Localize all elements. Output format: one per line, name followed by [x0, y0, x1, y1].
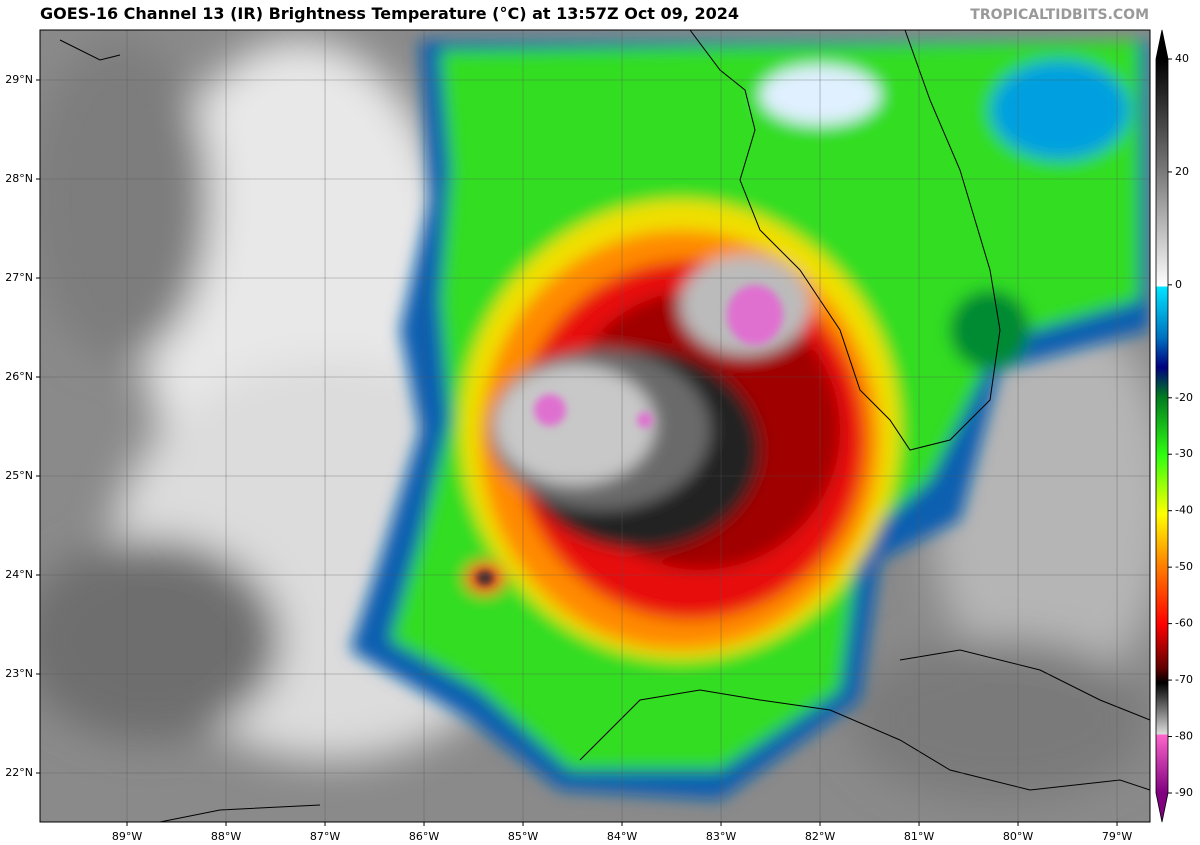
- x-tick-label: 86°W: [409, 830, 439, 843]
- colorbar-tick-label: -50: [1175, 560, 1193, 573]
- colorbar-gradient: [1156, 59, 1168, 793]
- x-tick-label: 79°W: [1102, 830, 1132, 843]
- y-tick-label: 29°N: [5, 73, 33, 86]
- y-tick-label: 25°N: [5, 469, 33, 482]
- watermark: TROPICALTIDBITS.COM: [970, 7, 1149, 23]
- colorbar-extend-top: [1156, 30, 1168, 59]
- x-tick-label: 87°W: [310, 830, 340, 843]
- y-tick-label: 26°N: [5, 370, 33, 383]
- colorbar-extend-bottom: [1156, 793, 1168, 822]
- x-tick-label: 88°W: [211, 830, 241, 843]
- x-tick-label: 81°W: [904, 830, 934, 843]
- y-tick-label: 28°N: [5, 172, 33, 185]
- colorbar-tick-label: -70: [1175, 673, 1193, 686]
- colorbar-tick-label: -40: [1175, 504, 1193, 517]
- y-tick-label: 22°N: [5, 766, 33, 779]
- title: GOES-16 Channel 13 (IR) Brightness Tempe…: [40, 4, 739, 23]
- y-tick-label: 27°N: [5, 271, 33, 284]
- x-tick-label: 85°W: [508, 830, 538, 843]
- colorbar-tick-label: 20: [1175, 165, 1189, 178]
- colorbar-tick-label: 40: [1175, 52, 1189, 65]
- y-tick-label: 23°N: [5, 667, 33, 680]
- x-tick-label: 82°W: [805, 830, 835, 843]
- colorbar-tick-label: 0: [1175, 278, 1182, 291]
- graticule: 89°W 88°W 87°W 86°W 85°W 84°W 83°W 82°W 81°W 80°W…: [5, 30, 1150, 843]
- x-tick-label: 80°W: [1003, 830, 1033, 843]
- satellite-image: [40, 30, 1150, 822]
- map-frame: [39, 29, 1151, 823]
- y-tick-label: 24°N: [5, 568, 33, 581]
- x-tick-label: 84°W: [607, 830, 637, 843]
- colorbar-tick-label: -30: [1175, 447, 1193, 460]
- colorbar: 40 20 0 -20 -30 -40 -50 -60 -70 -80 -90: [1155, 29, 1193, 823]
- colorbar-tick-label: -20: [1175, 391, 1193, 404]
- colorbar-tick-label: -80: [1175, 730, 1193, 743]
- colorbar-tick-label: -90: [1175, 786, 1193, 799]
- colorbar-tick-label: -60: [1175, 617, 1193, 630]
- x-tick-label: 83°W: [706, 830, 736, 843]
- x-tick-label: 89°W: [112, 830, 142, 843]
